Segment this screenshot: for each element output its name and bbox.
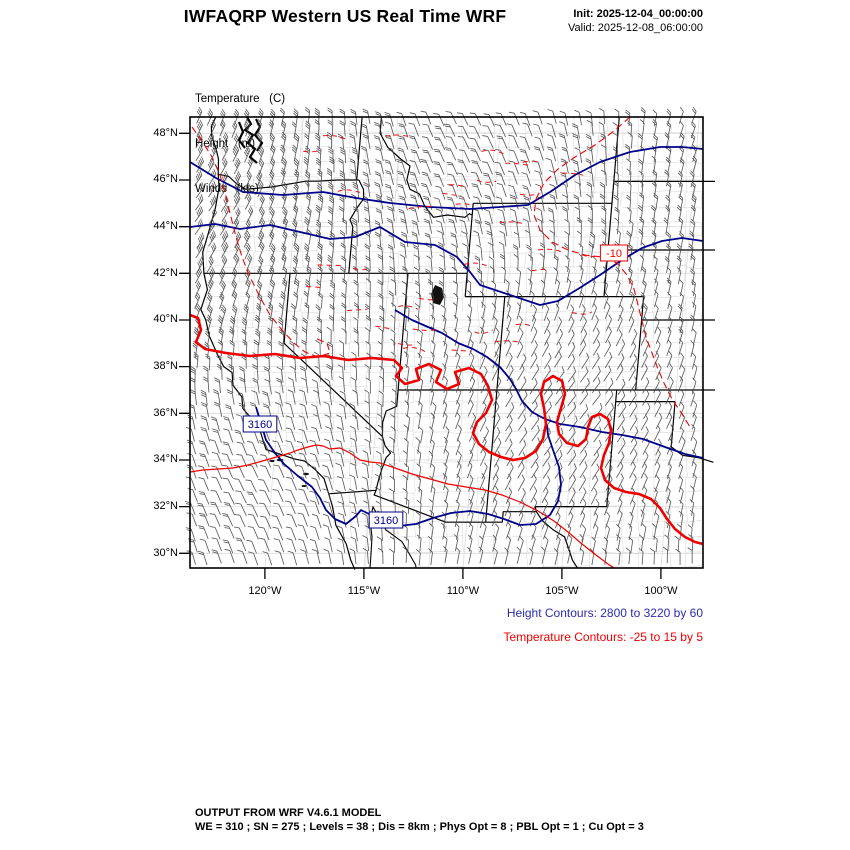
init-time: Init: 2025-12-04_00:00:00	[573, 8, 703, 20]
weather-map: 3160 3160 -10	[150, 103, 738, 588]
lat-tick-label: 32°N	[153, 500, 178, 513]
lat-tick-label: 46°N	[153, 173, 178, 186]
lon-tick-label: 115°W	[347, 585, 381, 597]
temperature-contour-legend: Temperature Contours: -25 to 15 by 5	[503, 630, 703, 644]
footer-model-info: OUTPUT FROM WRF V4.6.1 MODEL WE = 310 ; …	[195, 807, 644, 834]
height-contour-legend: Height Contours: 2800 to 3220 by 60	[506, 606, 703, 620]
lon-tick-label: 110°W	[446, 585, 480, 597]
field-temperature: Temperature (C)	[195, 93, 286, 105]
weather-map-plot: 3160 3160 -10	[179, 106, 738, 579]
lat-tick-label: 44°N	[153, 220, 178, 233]
contour-label: -10	[606, 248, 622, 260]
lon-tick-label: 105°W	[545, 585, 579, 597]
lat-tick-label: 34°N	[153, 453, 178, 466]
contour-label: 3160	[374, 515, 398, 527]
lat-tick-label: 42°N	[153, 266, 178, 279]
lon-tick-label: 100°W	[644, 585, 678, 597]
page-title: IWFAQRP Western US Real Time WRF	[183, 6, 507, 26]
valid-time: Valid: 2025-12-08_06:00:00	[568, 22, 703, 34]
lat-tick-label: 48°N	[153, 126, 178, 139]
lat-tick-label: 40°N	[153, 313, 178, 326]
footer-line-2: WE = 310 ; SN = 275 ; Levels = 38 ; Dis …	[195, 820, 644, 833]
model-times: Init: 2025-12-04_00:00:00 Valid: 2025-12…	[568, 7, 703, 35]
footer-line-1: OUTPUT FROM WRF V4.6.1 MODEL	[195, 807, 382, 819]
lat-tick-label: 38°N	[153, 360, 178, 373]
lat-tick-label: 36°N	[153, 406, 178, 419]
lat-tick-label: 30°N	[153, 546, 178, 559]
contour-label: 3160	[248, 419, 272, 431]
lon-tick-label: 120°W	[248, 585, 282, 597]
